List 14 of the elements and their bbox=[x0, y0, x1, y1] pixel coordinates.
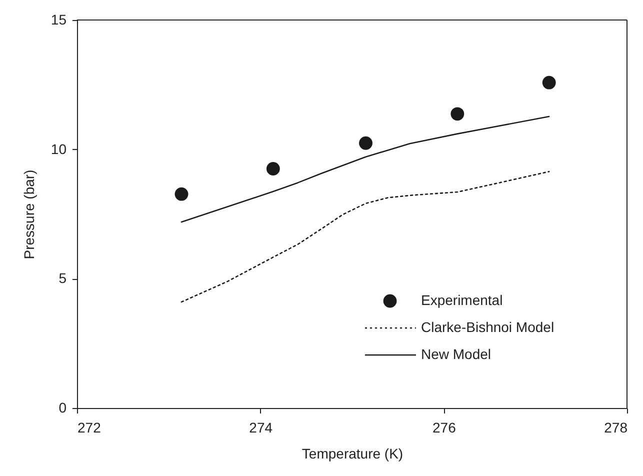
line-series bbox=[180, 116, 550, 223]
y-axis-title: Pressure (bar) bbox=[20, 170, 37, 260]
legend-label: New Model bbox=[421, 346, 492, 362]
y-tick-label: 10 bbox=[50, 140, 67, 157]
x-tick-label: 272 bbox=[78, 420, 102, 436]
y-tick-label: 5 bbox=[58, 270, 67, 286]
x-tick-label: 274 bbox=[249, 420, 273, 436]
legend-label: Clarke-Bishnoi Model bbox=[421, 319, 554, 335]
x-axis-title: Temperature (K) bbox=[302, 446, 404, 462]
legend-label: Experimental bbox=[421, 292, 503, 308]
y-tick-label: 0 bbox=[58, 400, 67, 416]
x-tick-label: 278 bbox=[604, 420, 628, 436]
y-tick-label: 15 bbox=[50, 12, 67, 28]
x-tick-label: 276 bbox=[432, 420, 456, 436]
